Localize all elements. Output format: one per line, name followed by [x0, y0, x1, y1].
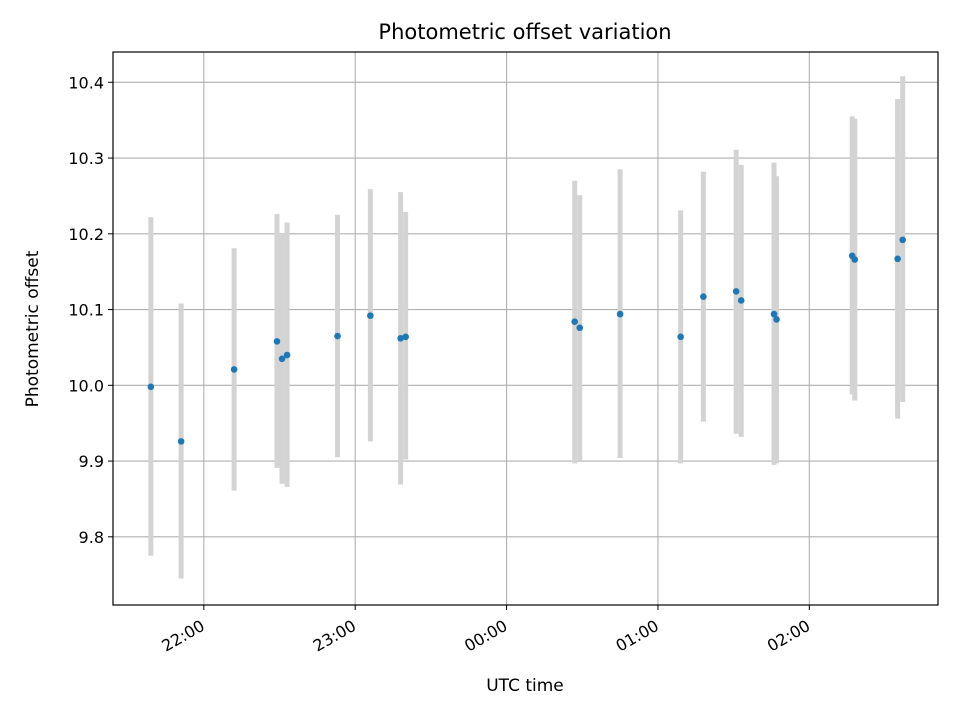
data-point	[770, 310, 778, 318]
data-point	[576, 324, 584, 332]
data-point	[230, 366, 238, 373]
data-point	[677, 333, 684, 341]
grid-layer	[113, 52, 938, 605]
data-point	[334, 332, 341, 340]
data-point	[732, 288, 740, 295]
data-point	[894, 255, 901, 263]
y-tick-label: 10.4	[68, 73, 104, 92]
y-tick-layer: 9.8 9.9 10.0 10.1 10.2 10.3 10.4	[68, 73, 113, 547]
y-tick-label: 9.8	[79, 528, 104, 547]
y-tick-label: 10.3	[68, 149, 104, 168]
y-tick-label: 10.0	[68, 376, 104, 395]
x-axis-label: UTC time	[486, 676, 564, 696]
data-point	[397, 335, 404, 342]
chart-title: Photometric offset variation	[378, 20, 671, 44]
y-axis-label: Photometric offset	[23, 250, 43, 407]
data-point	[773, 316, 780, 323]
point-layer	[147, 236, 906, 445]
data-point	[177, 438, 185, 445]
y-tick-label: 10.1	[68, 301, 104, 320]
data-point	[367, 312, 374, 319]
data-point	[273, 338, 281, 345]
data-point	[737, 297, 745, 304]
data-point	[278, 355, 286, 363]
data-point	[147, 383, 155, 391]
data-point	[283, 351, 291, 359]
data-point	[571, 318, 578, 325]
data-point	[899, 236, 906, 244]
data-point	[616, 310, 624, 318]
data-point	[402, 333, 409, 341]
y-tick-label: 10.2	[68, 225, 104, 244]
data-point	[851, 256, 859, 263]
data-point	[700, 293, 707, 300]
y-tick-label: 9.9	[79, 452, 104, 471]
plot-frame	[112, 51, 939, 606]
